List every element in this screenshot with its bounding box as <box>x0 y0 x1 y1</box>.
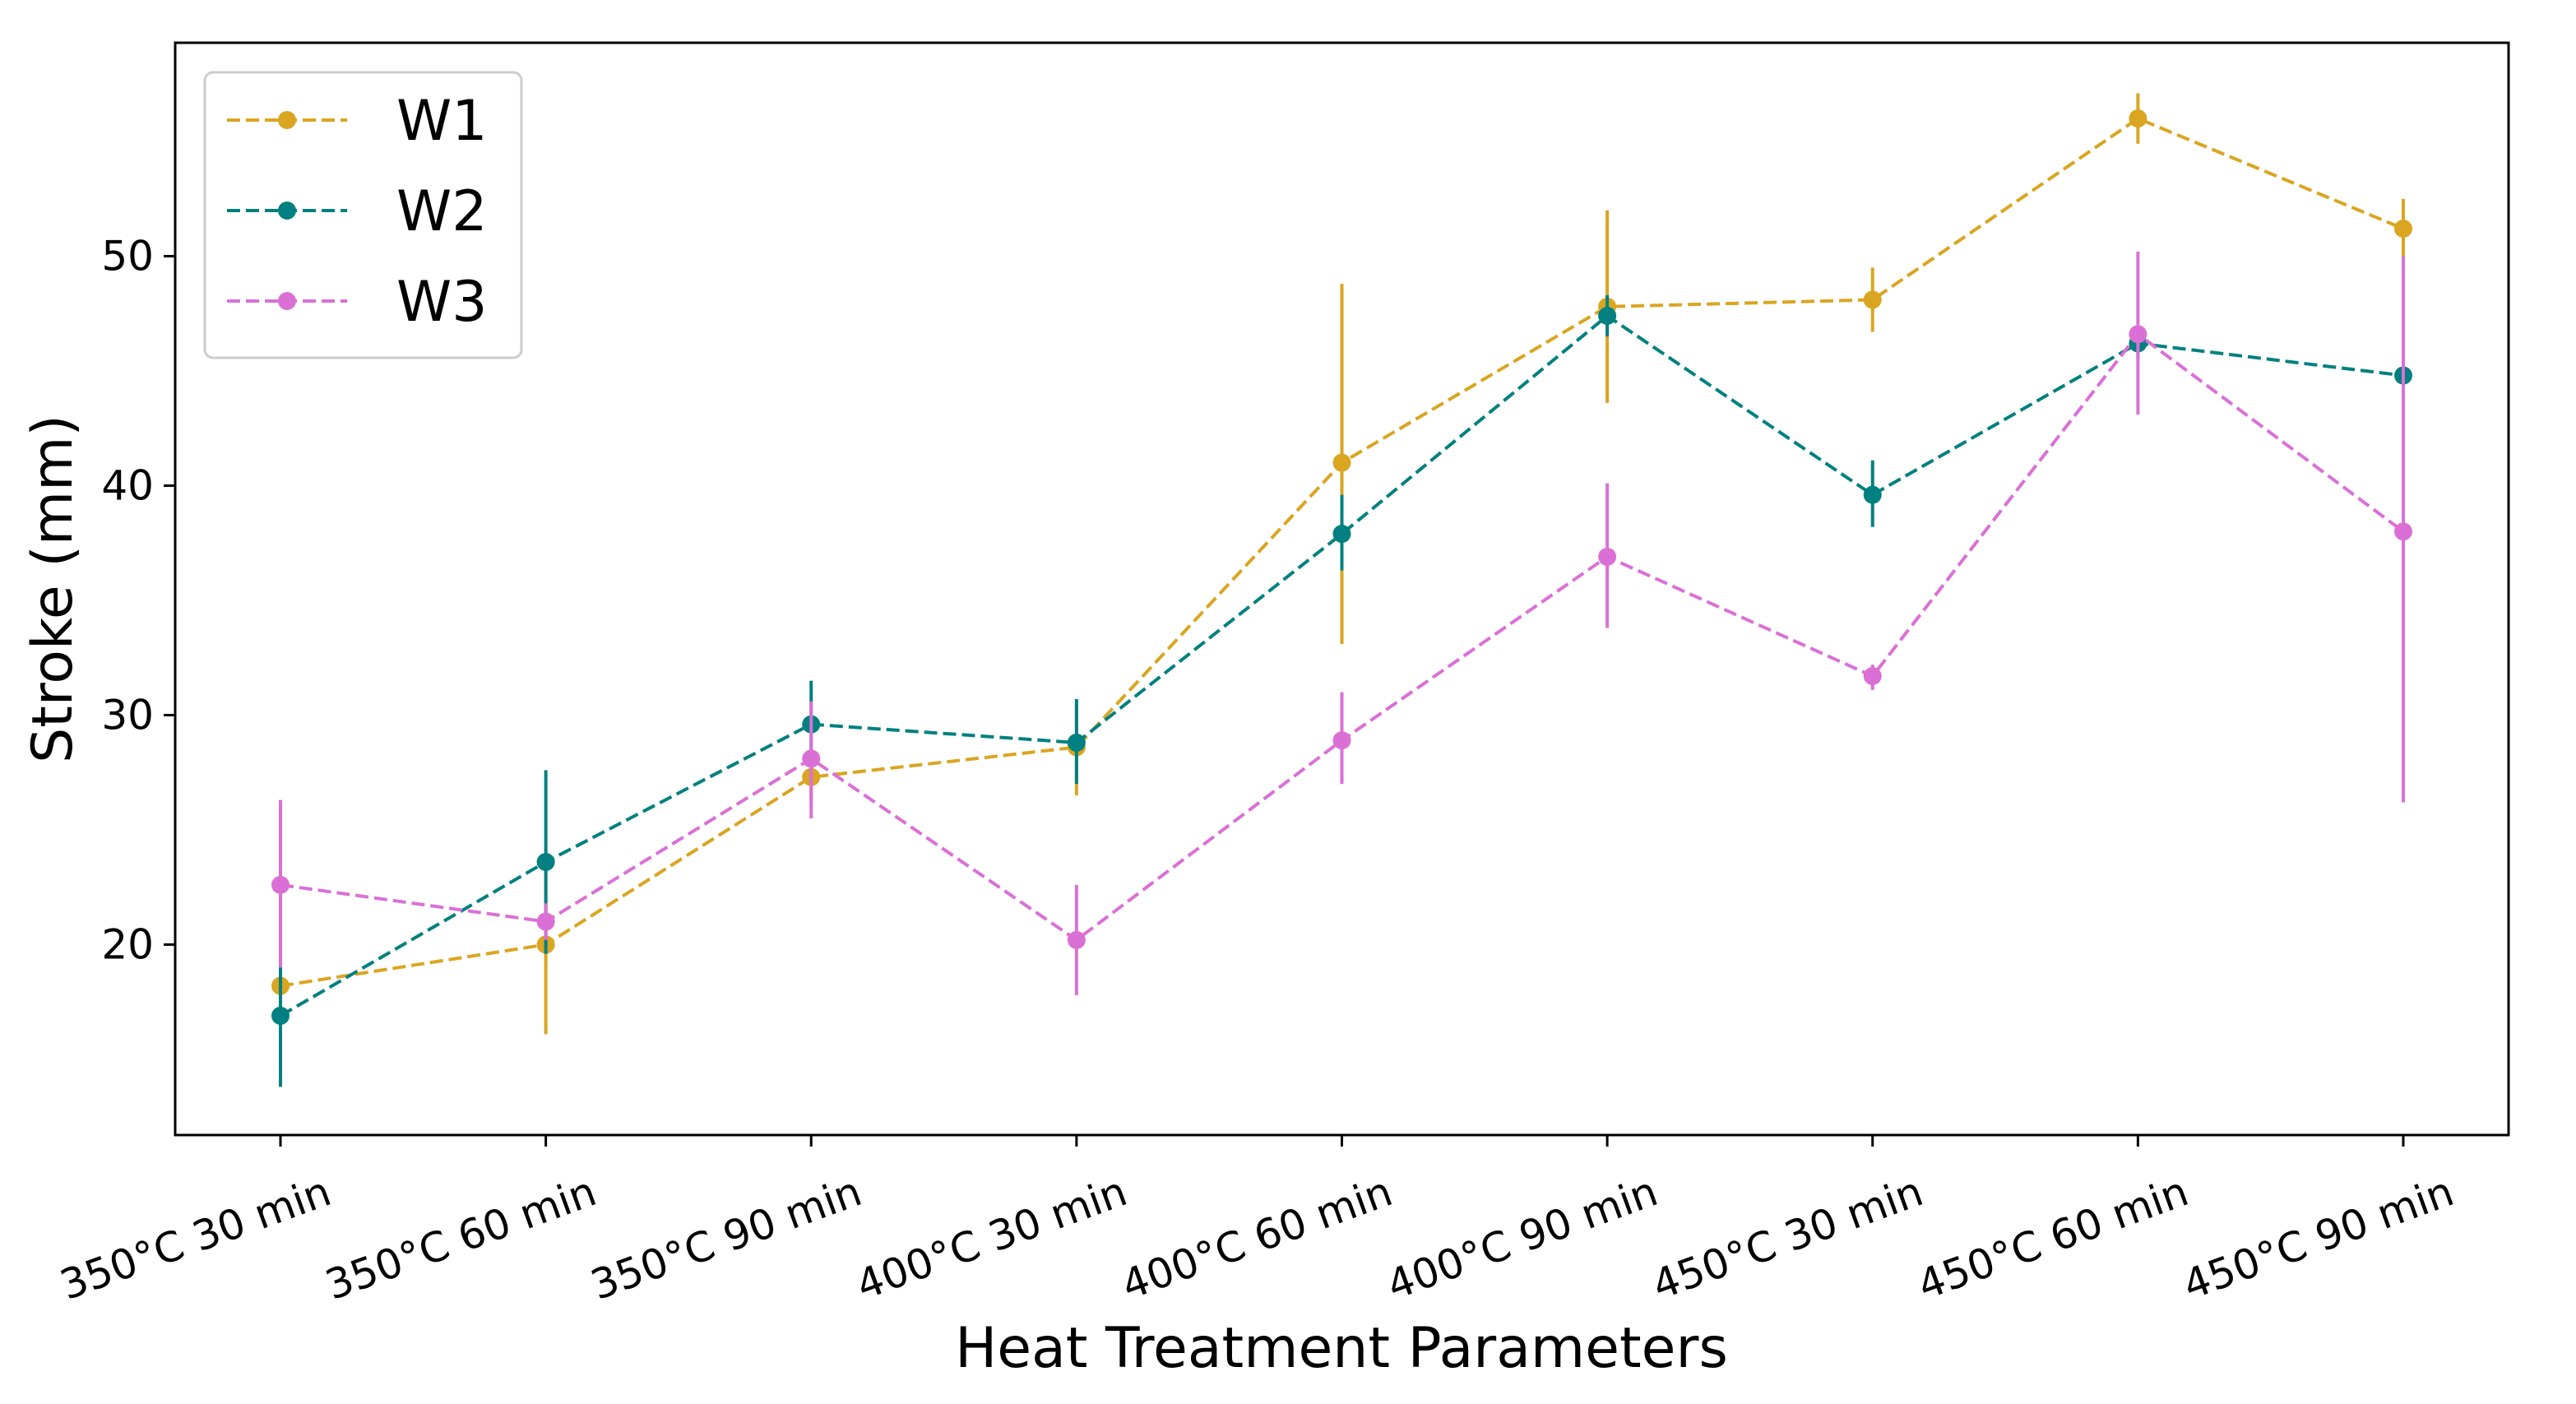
data-point <box>1332 525 1351 544</box>
series-layer <box>271 93 2412 1087</box>
data-point <box>1863 667 1882 686</box>
data-point <box>802 749 821 768</box>
data-point <box>1332 453 1351 472</box>
data-point <box>1598 307 1617 325</box>
data-point <box>271 875 290 894</box>
legend-label: W1 <box>396 89 488 154</box>
data-point <box>2394 219 2412 238</box>
data-point <box>271 1006 290 1025</box>
data-point <box>1598 547 1617 566</box>
y-tick-label: 20 <box>101 920 154 968</box>
series-w1 <box>271 93 2412 1035</box>
data-point <box>1332 731 1351 750</box>
data-point <box>1863 485 1882 504</box>
data-point <box>2394 522 2412 541</box>
legend: W1 W2 W3 <box>203 71 523 359</box>
data-point <box>1067 930 1086 949</box>
y-tick-label: 40 <box>101 461 154 509</box>
legend-frame <box>203 71 523 359</box>
y-tick-label: 50 <box>101 232 154 280</box>
data-point <box>1067 733 1086 752</box>
data-point <box>536 853 555 871</box>
series-w3 <box>271 251 2412 995</box>
y-axis: 20 30 40 50 <box>101 232 175 968</box>
data-point <box>1863 290 1882 309</box>
legend-label: W2 <box>396 179 488 244</box>
data-point <box>536 912 555 931</box>
data-point <box>2129 109 2147 128</box>
legend-marker <box>278 111 296 129</box>
x-axis-label: Heat Treatment Parameters <box>955 1316 1728 1381</box>
data-point <box>2129 325 2147 344</box>
y-tick-label: 30 <box>101 691 154 739</box>
legend-marker <box>278 202 296 220</box>
series-line <box>279 313 2404 1017</box>
y-axis-label: Stroke (mm) <box>21 415 86 763</box>
legend-label: W3 <box>396 270 488 335</box>
legend-marker <box>278 292 296 310</box>
